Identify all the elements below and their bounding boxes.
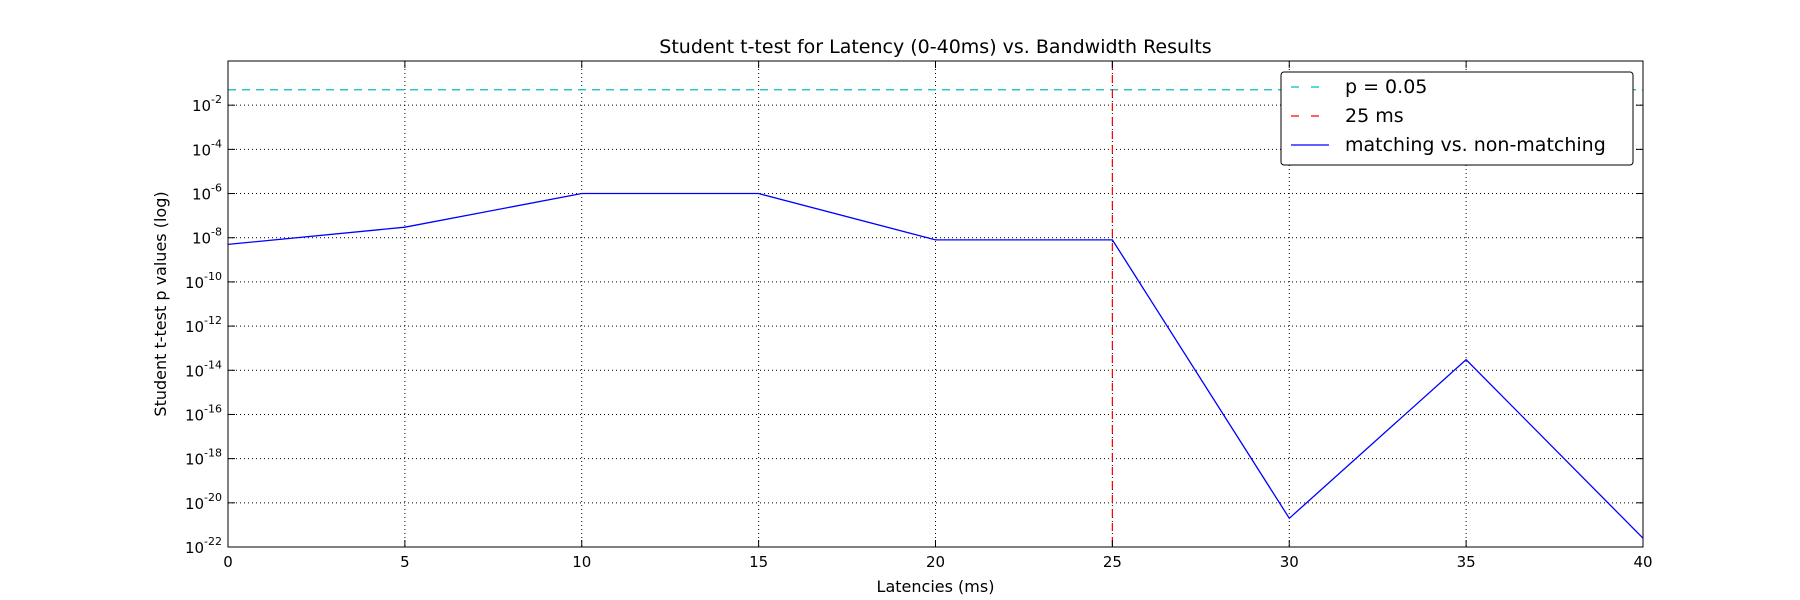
x-tick-label: 30: [1280, 553, 1299, 571]
x-tick-labels: 0 5 10 15 20 25 30 35 40: [223, 553, 1652, 571]
x-tick-label: 15: [749, 553, 768, 571]
legend-box: [1280, 71, 1634, 166]
x-tick-label: 25: [1103, 553, 1122, 571]
y-tick-label: 10-10: [185, 270, 222, 292]
legend: p = 0.05 25 ms matching vs. non-matching: [1280, 71, 1634, 166]
legend-label: 25 ms: [1345, 105, 1404, 127]
y-tick-label: 10-8: [192, 226, 222, 248]
y-tick-label: 10-22: [185, 535, 222, 557]
y-tick-label: 10-18: [185, 447, 222, 469]
y-tick-label: 10-4: [192, 137, 222, 159]
series-line: [227, 192, 1644, 539]
x-tick-label: 10: [572, 553, 591, 571]
x-axis-title: Latencies (ms): [877, 577, 995, 596]
y-tick-label: 10-20: [185, 491, 222, 513]
x-tick-label: 5: [400, 553, 410, 571]
legend-label: matching vs. non-matching: [1345, 134, 1606, 156]
y-tick-label: 10-6: [192, 182, 222, 204]
y-tick-label: 10-14: [185, 358, 222, 380]
y-axis-title: Student t-test p values (log): [151, 191, 170, 416]
x-tick-label: 20: [926, 553, 945, 571]
axis-ticks: [227, 61, 1644, 548]
series-lines: [227, 192, 1644, 539]
x-tick-label: 0: [223, 553, 233, 571]
x-tick-label: 35: [1457, 553, 1476, 571]
chart-title: Student t-test for Latency (0-40ms) vs. …: [659, 36, 1211, 58]
y-tick-label: 10-2: [192, 93, 222, 115]
y-tick-label: 10-16: [185, 402, 222, 424]
x-tick-label: 40: [1633, 553, 1652, 571]
y-tick-label: 10-12: [185, 314, 222, 336]
y-tick-labels: 10-22 10-20 10-18 10-16 10-14 10-12 10-10 10-8 1…: [185, 93, 222, 557]
legend-label: p = 0.05: [1345, 76, 1427, 98]
